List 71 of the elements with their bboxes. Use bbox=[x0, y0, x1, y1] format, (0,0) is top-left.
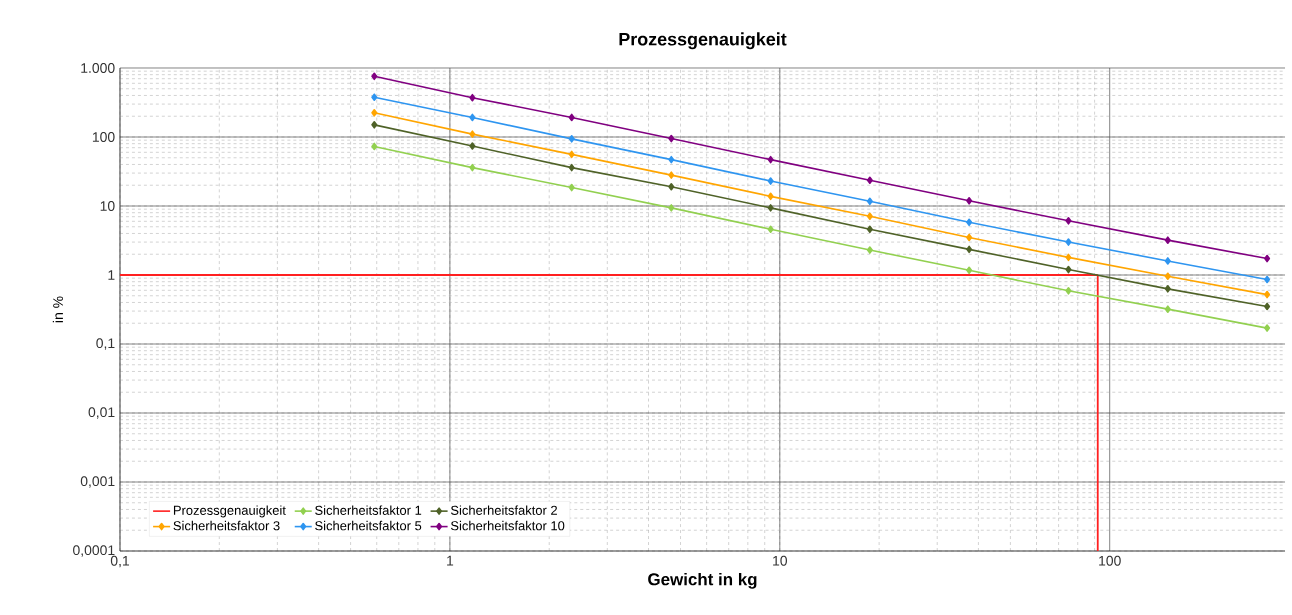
point bbox=[966, 245, 973, 254]
point bbox=[767, 177, 774, 185]
x-tick-label: 1 bbox=[447, 555, 454, 566]
point bbox=[966, 218, 973, 227]
point bbox=[568, 183, 575, 192]
point bbox=[1065, 287, 1072, 295]
point bbox=[469, 93, 476, 102]
point bbox=[966, 266, 973, 275]
point bbox=[1264, 254, 1271, 263]
point bbox=[568, 135, 575, 143]
point bbox=[966, 196, 973, 205]
point bbox=[1164, 257, 1171, 265]
y-tick-label: 0,1 bbox=[96, 338, 115, 350]
point bbox=[1065, 238, 1072, 246]
point bbox=[966, 233, 973, 242]
legend-label: Sicherheitsfaktor 5 bbox=[315, 520, 422, 531]
point bbox=[668, 171, 675, 179]
point bbox=[568, 163, 575, 172]
point bbox=[668, 182, 675, 191]
point bbox=[1264, 302, 1271, 311]
point bbox=[371, 142, 378, 151]
point bbox=[866, 225, 873, 234]
legend-label: Sicherheitsfaktor 10 bbox=[450, 520, 565, 531]
legend-label: Sicherheitsfaktor 3 bbox=[173, 520, 280, 531]
point bbox=[568, 150, 575, 159]
point bbox=[767, 192, 774, 201]
point bbox=[1164, 285, 1171, 293]
y-tick-label: 1 bbox=[108, 270, 115, 280]
point bbox=[1065, 217, 1072, 225]
legend-label: Prozessgenauigkeit bbox=[173, 505, 286, 518]
point bbox=[767, 155, 774, 164]
point bbox=[1065, 265, 1072, 274]
point bbox=[371, 72, 378, 81]
point bbox=[371, 121, 378, 129]
chart-title: Prozessgenauigkeit bbox=[619, 32, 787, 50]
point bbox=[767, 204, 774, 212]
x-tick-label: 100 bbox=[1099, 555, 1121, 566]
y-axis-title: in % bbox=[52, 296, 63, 323]
point bbox=[469, 163, 476, 172]
point bbox=[866, 212, 873, 221]
y-tick-label: 100 bbox=[92, 132, 115, 142]
point bbox=[469, 130, 476, 138]
point bbox=[1264, 290, 1271, 299]
point bbox=[866, 176, 873, 185]
point bbox=[1264, 324, 1271, 332]
point bbox=[469, 113, 476, 122]
legend-label: Sicherheitsfaktor 1 bbox=[315, 505, 422, 515]
x-axis-title: Gewicht in kg bbox=[648, 572, 757, 589]
y-tick-label: 1.000 bbox=[81, 63, 115, 73]
point bbox=[668, 155, 675, 164]
x-tick-label: 10 bbox=[773, 555, 788, 566]
point bbox=[668, 134, 675, 143]
point bbox=[568, 113, 575, 122]
y-tick-label: 0,0001 bbox=[73, 545, 115, 557]
y-tick-label: 0,01 bbox=[88, 407, 115, 419]
point bbox=[469, 142, 476, 150]
point bbox=[371, 109, 378, 117]
point bbox=[866, 246, 873, 254]
point bbox=[1164, 305, 1171, 313]
point bbox=[668, 204, 675, 212]
y-tick-label: 0,001 bbox=[80, 476, 115, 488]
point bbox=[1065, 253, 1072, 262]
point bbox=[866, 197, 873, 206]
point bbox=[371, 93, 378, 102]
point bbox=[1264, 275, 1271, 284]
y-tick-label: 10 bbox=[100, 201, 115, 211]
point bbox=[767, 225, 774, 234]
legend-label: Sicherheitsfaktor 2 bbox=[450, 505, 557, 515]
x-tick-label: 0,1 bbox=[110, 555, 130, 568]
point bbox=[1164, 236, 1171, 244]
point bbox=[1164, 272, 1171, 281]
